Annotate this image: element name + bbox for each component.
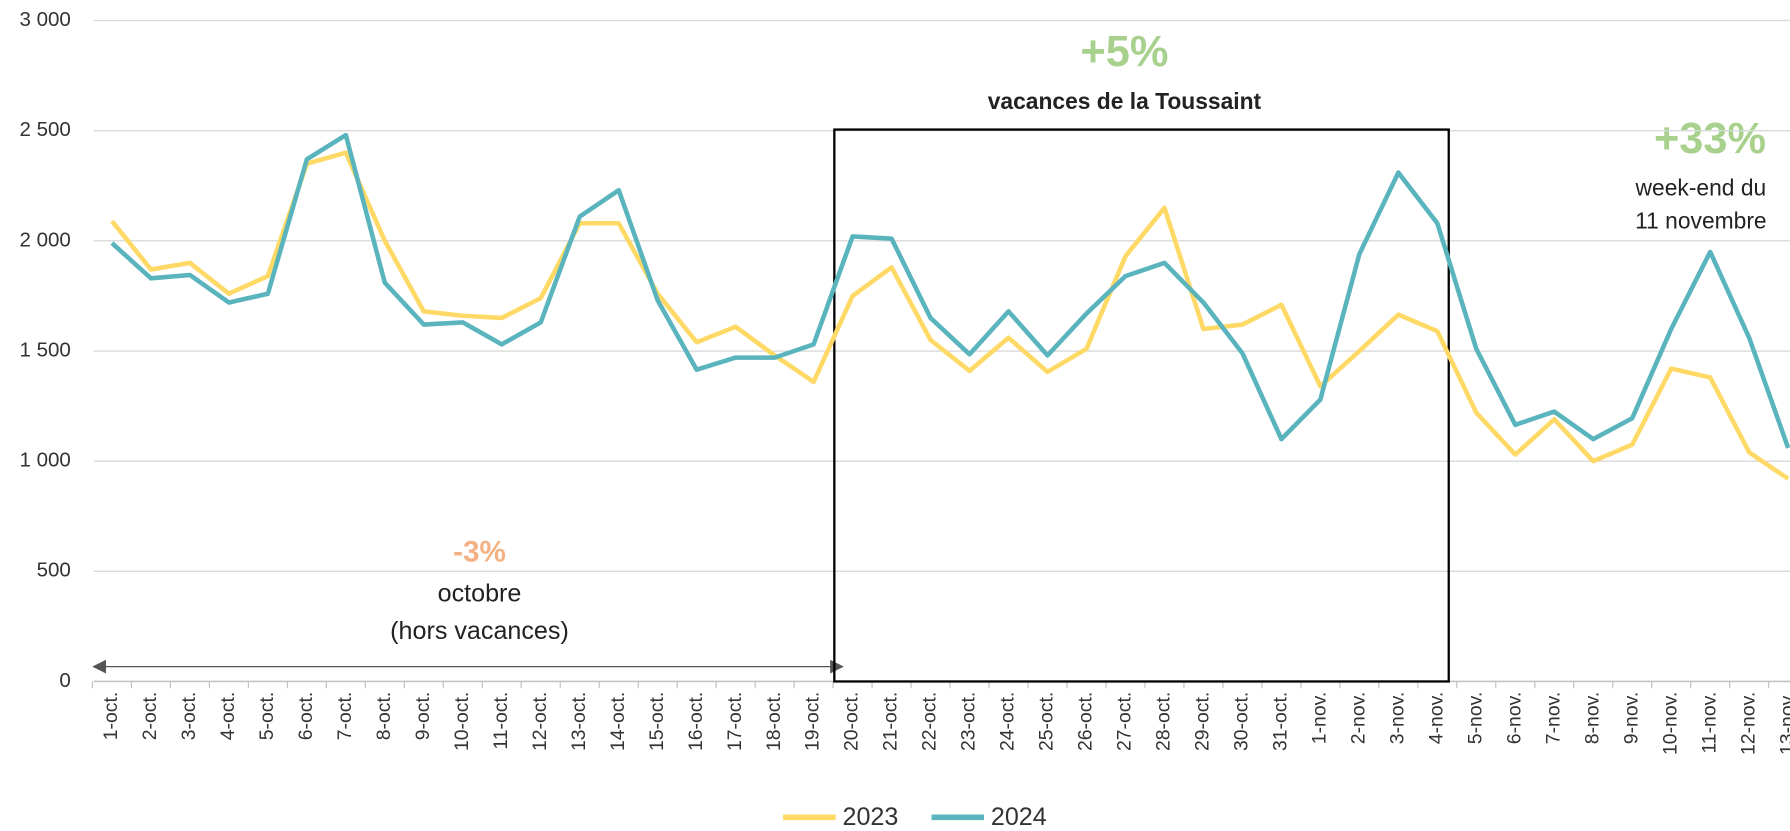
x-tick-label: 29-oct. xyxy=(1192,692,1214,751)
x-tick-label: 1-oct. xyxy=(100,692,122,741)
legend-label: 2023 xyxy=(842,803,898,831)
x-tick-label: 18-oct. xyxy=(763,692,785,751)
x-tick-label: 22-oct. xyxy=(919,692,941,751)
x-tick-label: 5-nov. xyxy=(1464,692,1486,744)
plot: 0 500 1 000 1 500 2 000 2 500 3 000 1-oct. 2-oct… xyxy=(19,8,1790,831)
x-tick-label: 12-oct. xyxy=(529,692,551,751)
x-tick-label: 23-oct. xyxy=(958,692,980,751)
x-tick-label: 2-nov. xyxy=(1347,692,1369,744)
x-tick-label: 7-nov. xyxy=(1542,692,1564,744)
x-tick-label: 4-nov. xyxy=(1425,692,1447,744)
x-tick-label: 1-nov. xyxy=(1308,692,1330,744)
x-tick-label: 11-oct. xyxy=(490,692,512,750)
highlight-box xyxy=(833,128,1450,683)
x-tick-label: 16-oct. xyxy=(685,692,707,751)
x-tick-label: 27-oct. xyxy=(1114,692,1136,751)
x-tick-label: 17-oct. xyxy=(724,692,746,751)
x-tick-label: 14-oct. xyxy=(607,692,629,751)
x-tick-label: 6-oct. xyxy=(295,692,317,741)
y-tick-label: 2 500 xyxy=(19,118,70,141)
x-tick-label: 12-nov. xyxy=(1737,692,1759,755)
x-tick-label: 10-oct. xyxy=(451,692,473,751)
x-tick-label: 24-oct. xyxy=(997,692,1019,751)
x-tick-label: 5-oct. xyxy=(256,692,278,741)
x-tick-label: 11-nov. xyxy=(1698,692,1720,754)
annotation: (hors vacances) xyxy=(390,617,569,645)
x-tick-label: 21-oct. xyxy=(880,692,902,751)
x-tick-label: 3-nov. xyxy=(1386,692,1408,744)
annotation: octobre xyxy=(438,579,522,607)
x-tick-label: 8-nov. xyxy=(1581,692,1603,744)
legend-label: 2024 xyxy=(991,803,1047,831)
x-tick-label: 2-oct. xyxy=(139,692,161,741)
y-tick-label: 500 xyxy=(37,559,71,582)
y-tick-label: 1 500 xyxy=(19,338,70,361)
x-tick-label: 28-oct. xyxy=(1153,692,1175,751)
x-tick-label: 20-oct. xyxy=(841,692,863,751)
x-tick-label: 4-oct. xyxy=(217,692,239,741)
annotation: -3% xyxy=(453,535,506,568)
x-tick-label: 19-oct. xyxy=(802,692,824,751)
series-line xyxy=(110,150,1790,481)
x-tick-label: 26-oct. xyxy=(1075,692,1097,751)
y-tick-label: 0 xyxy=(59,669,70,692)
x-tick-label: 3-oct. xyxy=(178,692,200,741)
x-tick-label: 31-oct. xyxy=(1270,692,1292,751)
series-line xyxy=(110,132,1790,449)
x-tick-label: 30-oct. xyxy=(1231,692,1253,751)
x-tick-label: 10-nov. xyxy=(1659,692,1681,755)
y-tick-label: 3 000 xyxy=(19,8,70,31)
x-tick-label: 13-nov. xyxy=(1776,692,1790,755)
x-tick-label: 7-oct. xyxy=(334,692,356,741)
annotation: week-end du xyxy=(1635,175,1767,201)
x-tick-label: 13-oct. xyxy=(568,692,590,751)
x-tick-label: 6-nov. xyxy=(1503,692,1525,744)
x-tick-label: 25-oct. xyxy=(1036,692,1058,751)
x-tick-label: 15-oct. xyxy=(646,692,668,751)
annotation: +5% xyxy=(1080,28,1168,76)
y-tick-label: 1 000 xyxy=(19,449,70,472)
x-tick-label: 9-nov. xyxy=(1620,692,1642,744)
annotation: +33% xyxy=(1654,115,1766,163)
x-tick-label: 9-oct. xyxy=(412,692,434,741)
annotation: vacances de la Toussaint xyxy=(988,88,1262,114)
x-tick-label: 8-oct. xyxy=(373,692,395,741)
y-tick-label: 2 000 xyxy=(19,228,70,251)
annotation: 11 novembre xyxy=(1635,208,1766,234)
